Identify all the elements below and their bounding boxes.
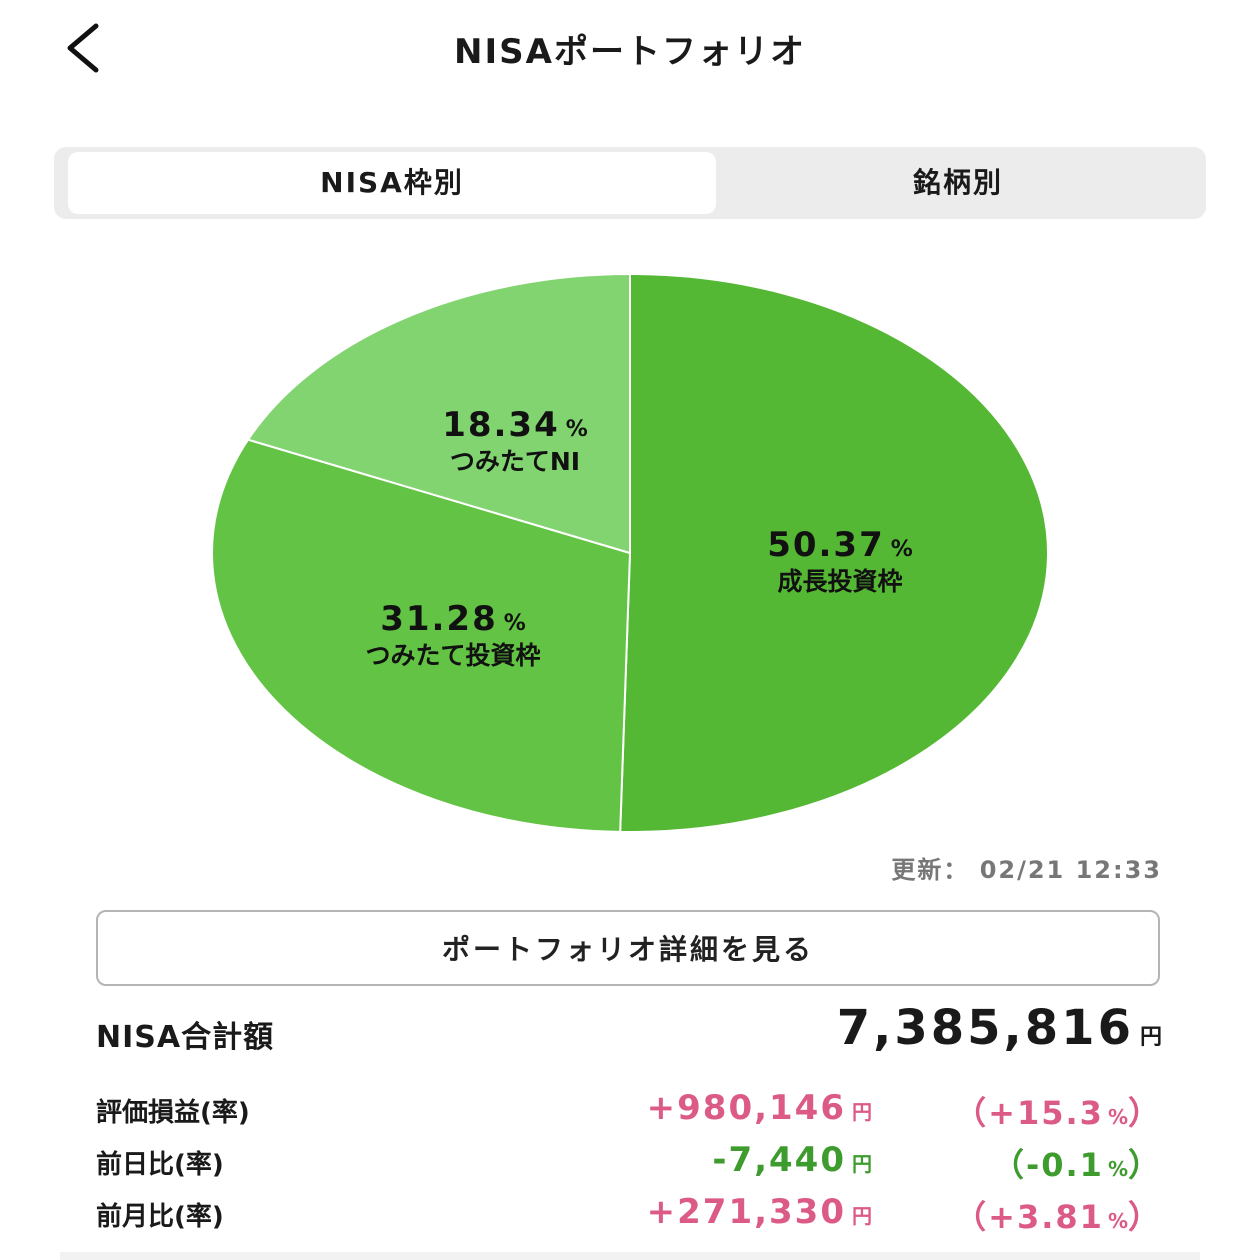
slice-pct-growth: 50.37: [767, 525, 885, 565]
updated-timestamp: 更新： 02/21 12:33: [891, 850, 1162, 885]
rate-unit: %: [1107, 1105, 1128, 1129]
rate-unit: %: [1107, 1209, 1128, 1233]
total-label: NISA合計額: [96, 1020, 275, 1055]
slice-pct-sign: %: [565, 417, 588, 442]
slice-label-tsumitate-ni: 18.34% つみたてNI: [415, 408, 615, 477]
stat-value: +980,146 円: [647, 1088, 872, 1128]
slice-pct-sign: %: [503, 611, 526, 636]
slice-name-growth: 成長投資枠: [777, 567, 903, 596]
stat-label: 前月比(率): [96, 1202, 224, 1232]
rate-open: （: [991, 1146, 1026, 1184]
rate-unit: %: [1107, 1157, 1128, 1181]
stat-rate: （-0.1%）: [992, 1140, 1162, 1186]
stat-value: +271,330 円: [647, 1192, 872, 1232]
updated-label: 更新：: [891, 856, 970, 884]
slice-label-growth: 50.37% 成長投資枠: [740, 528, 940, 597]
stat-label: 評価損益(率): [96, 1098, 250, 1128]
stat-unit: 円: [852, 1100, 872, 1124]
back-button[interactable]: [56, 18, 116, 78]
pie-slice-tsumitate-ni[interactable]: [246, 272, 631, 555]
stat-row-daily: 前日比(率) -7,440 円 （-0.1%）: [96, 1140, 1162, 1184]
total-value: 7,385,816: [836, 1000, 1134, 1056]
bottom-divider: [60, 1252, 1200, 1260]
slice-name-tsumitate-ni: つみたてNI: [449, 447, 581, 476]
stat-label: 前日比(率): [96, 1150, 224, 1180]
rate-open: （: [954, 1094, 989, 1132]
total-unit: 円: [1139, 1025, 1162, 1050]
stat-unit: 円: [852, 1204, 872, 1228]
stat-row-unrealized: 評価損益(率) +980,146 円 （+15.3%）: [96, 1088, 1162, 1132]
stat-amount: +271,330: [646, 1192, 846, 1232]
stat-amount: +980,146: [646, 1088, 846, 1128]
segmented-control: NISA枠別 銘柄別: [54, 147, 1206, 219]
stat-rate: （+3.81%）: [954, 1192, 1162, 1238]
stat-rate: （+15.3%）: [954, 1088, 1162, 1134]
rate-close: ）: [1127, 1146, 1162, 1184]
portfolio-detail-button[interactable]: ポートフォリオ詳細を見る: [96, 910, 1160, 986]
slice-label-tsumitate: 31.28% つみたて投資枠: [323, 602, 583, 671]
rate-value: +3.81: [988, 1198, 1104, 1236]
page-title: NISAポートフォリオ: [454, 32, 806, 72]
tab-nisa-frame[interactable]: NISA枠別: [68, 152, 716, 214]
pie-slice-growth[interactable]: [619, 272, 1049, 833]
stat-amount: -7,440: [712, 1140, 846, 1180]
pie-svg: [211, 272, 1049, 833]
updated-value: 02/21 12:33: [979, 856, 1162, 884]
rate-open: （: [954, 1198, 989, 1236]
rate-value: -0.1: [1025, 1146, 1104, 1184]
pie-slice-tsumitate[interactable]: [211, 438, 632, 833]
slice-name-tsumitate: つみたて投資枠: [365, 641, 541, 670]
slice-pct-sign: %: [890, 537, 913, 562]
slice-pct-tsumitate: 31.28: [380, 599, 498, 639]
rate-close: ）: [1127, 1094, 1162, 1132]
pie-chart: 50.37% 成長投資枠 31.28% つみたて投資枠 18.34% つみたてN…: [0, 260, 1260, 850]
stat-unit: 円: [852, 1152, 872, 1176]
stat-value: -7,440 円: [712, 1140, 872, 1180]
tab-by-stock[interactable]: 銘柄別: [912, 166, 1003, 199]
chevron-left-icon: [67, 23, 99, 73]
rate-value: +15.3: [988, 1094, 1104, 1132]
rate-close: ）: [1127, 1198, 1162, 1236]
slice-pct-tsumitate-ni: 18.34: [442, 405, 560, 445]
stat-row-monthly: 前月比(率) +271,330 円 （+3.81%）: [96, 1192, 1162, 1236]
total-amount: 7,385,816 円: [837, 1000, 1162, 1056]
header: NISAポートフォリオ: [0, 0, 1260, 96]
